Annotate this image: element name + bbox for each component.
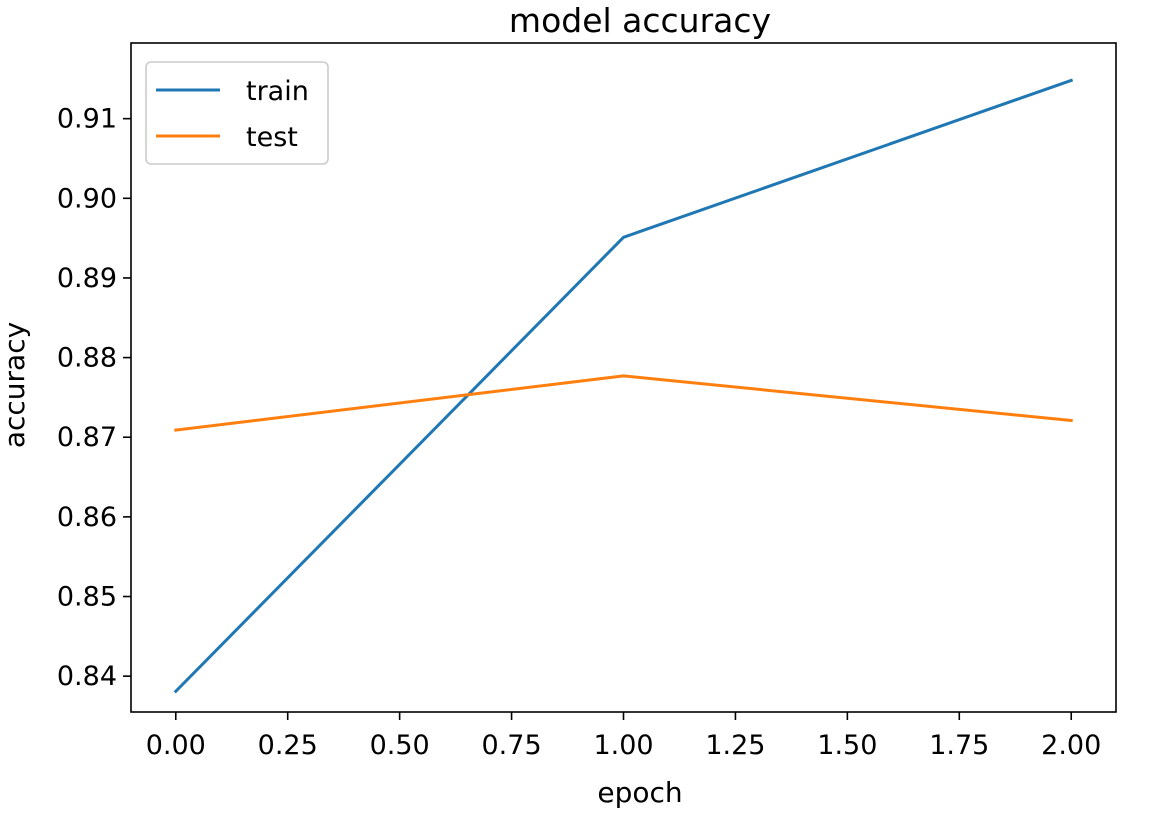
legend-box (145, 61, 329, 165)
x-tick-label: 0.50 (370, 730, 430, 761)
y-axis: 0.84 0.85 0.86 0.87 0.88 0.89 0.90 0.91 (57, 104, 131, 692)
legend: train test (145, 61, 329, 165)
x-tick-label: 0.25 (258, 730, 318, 761)
x-axis-title: epoch (597, 776, 682, 809)
y-tick-label: 0.90 (57, 183, 117, 214)
x-tick-label: 2.00 (1041, 730, 1101, 761)
series-line-train (173, 78, 1074, 694)
x-tick-label: 0.75 (482, 730, 542, 761)
y-tick-label: 0.84 (57, 661, 117, 692)
x-tick-label: 1.75 (929, 730, 989, 761)
y-tick-label: 0.85 (57, 582, 117, 613)
series-layer (173, 78, 1074, 694)
y-axis-title: accuracy (0, 322, 31, 448)
legend-label-train: train (246, 76, 309, 107)
x-tick-label: 1.50 (817, 730, 877, 761)
y-tick-label: 0.88 (57, 343, 117, 374)
x-tick-label: 1.25 (705, 730, 765, 761)
y-tick-label: 0.91 (57, 104, 117, 135)
x-axis: 0.00 0.25 0.50 0.75 1.00 1.25 1.50 1.75 2.00 (146, 712, 1101, 761)
x-tick-label: 0.00 (146, 730, 206, 761)
chart-title: model accuracy (509, 1, 771, 40)
series-line-test (174, 374, 1073, 432)
y-tick-label: 0.86 (57, 502, 117, 533)
x-tick-label: 1.00 (593, 730, 653, 761)
y-tick-label: 0.89 (57, 263, 117, 294)
legend-label-test: test (246, 122, 298, 153)
y-tick-label: 0.87 (57, 422, 117, 453)
